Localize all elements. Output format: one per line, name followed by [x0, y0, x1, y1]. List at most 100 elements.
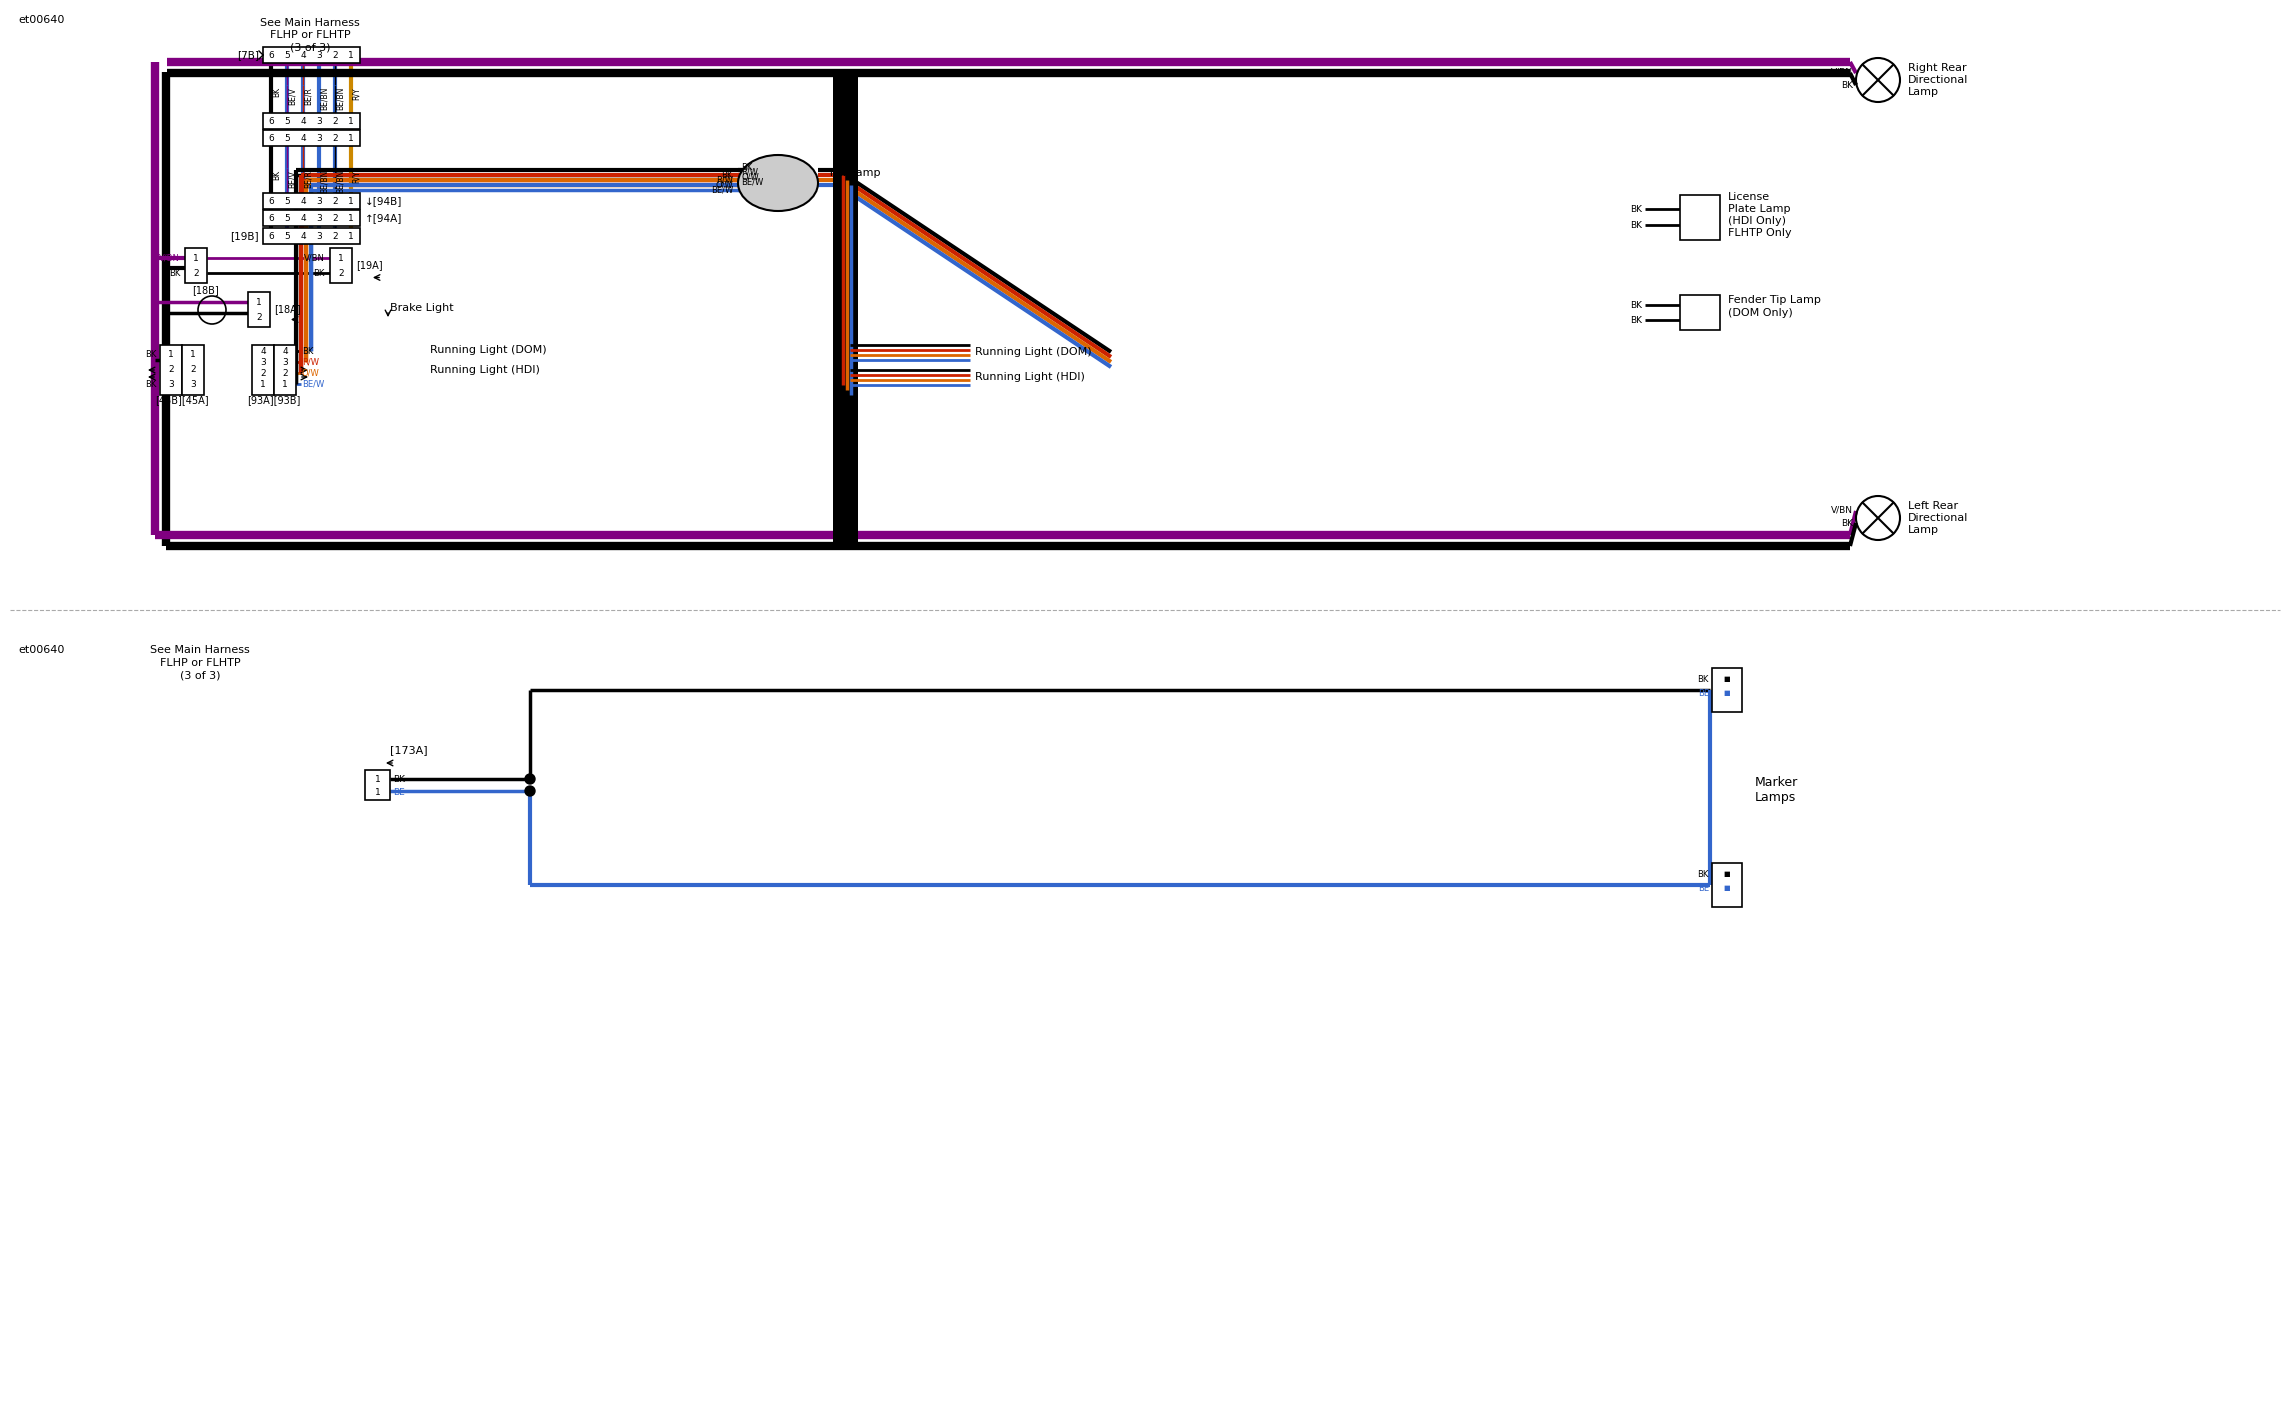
Text: 2: 2 — [193, 268, 199, 278]
Text: BK: BK — [303, 346, 314, 355]
Text: [19A]: [19A] — [355, 261, 383, 271]
Text: 3: 3 — [316, 117, 321, 125]
Text: BK: BK — [170, 268, 179, 278]
Text: [93A][93B]: [93A][93B] — [248, 395, 300, 405]
Text: BE/W: BE/W — [711, 185, 734, 194]
Text: 2: 2 — [167, 365, 174, 373]
Text: BE: BE — [392, 788, 406, 797]
Text: (3 of 3): (3 of 3) — [289, 41, 330, 51]
Text: Directional: Directional — [1908, 76, 1967, 85]
Text: BK: BK — [741, 162, 752, 171]
Text: [18B]: [18B] — [193, 285, 218, 295]
Text: BE/R: BE/R — [305, 170, 314, 188]
Bar — [1713, 668, 1743, 712]
Text: 2: 2 — [259, 369, 266, 378]
Text: 2: 2 — [190, 365, 195, 373]
Text: BK: BK — [1630, 315, 1642, 325]
Text: 4: 4 — [300, 117, 305, 125]
Text: 1: 1 — [349, 231, 353, 241]
Text: 5: 5 — [284, 117, 289, 125]
Text: (HDI Only): (HDI Only) — [1729, 217, 1786, 227]
Text: 2: 2 — [257, 312, 261, 322]
Bar — [1713, 864, 1743, 906]
Text: 1: 1 — [349, 214, 353, 222]
Text: 1: 1 — [374, 788, 381, 797]
Text: BE/V: BE/V — [289, 170, 298, 188]
Text: 2: 2 — [337, 268, 344, 278]
Text: Marker
Lamps: Marker Lamps — [1754, 777, 1798, 804]
Text: (DOM Only): (DOM Only) — [1729, 308, 1793, 318]
Bar — [273, 345, 296, 395]
Text: 6: 6 — [268, 117, 273, 125]
Text: FLHTP Only: FLHTP Only — [1729, 228, 1791, 238]
Text: BK: BK — [1630, 221, 1642, 229]
Text: V/BN: V/BN — [305, 254, 326, 262]
Text: BK: BK — [1630, 301, 1642, 309]
Text: 1: 1 — [193, 254, 199, 262]
Text: ↑[94A]: ↑[94A] — [365, 212, 401, 222]
Bar — [248, 292, 271, 326]
Text: 6: 6 — [268, 231, 273, 241]
Text: BK: BK — [1697, 869, 1708, 878]
Text: 4: 4 — [300, 214, 305, 222]
Text: BE/W: BE/W — [303, 379, 323, 389]
Text: BE/R: BE/R — [305, 87, 314, 105]
Text: FLHP or FLHTP: FLHP or FLHTP — [271, 30, 351, 40]
Text: 6: 6 — [268, 50, 273, 60]
Text: (3 of 3): (3 of 3) — [179, 670, 220, 680]
Text: R/W: R/W — [715, 175, 734, 184]
Text: BK: BK — [273, 87, 282, 97]
Text: 3: 3 — [167, 379, 174, 389]
Text: Running Light (DOM): Running Light (DOM) — [431, 345, 546, 355]
Text: 3: 3 — [316, 197, 321, 205]
Text: O/W: O/W — [741, 172, 759, 181]
Text: See Main Harness: See Main Harness — [149, 646, 250, 656]
Text: BE/BN: BE/BN — [337, 87, 344, 110]
Text: 1: 1 — [349, 134, 353, 142]
Text: BK: BK — [314, 268, 326, 278]
Text: [18A]: [18A] — [273, 305, 300, 315]
Text: 2: 2 — [332, 117, 337, 125]
Text: 6: 6 — [268, 214, 273, 222]
Text: 1: 1 — [337, 254, 344, 262]
Text: 4: 4 — [300, 197, 305, 205]
Text: [19B]: [19B] — [229, 231, 259, 241]
Text: Running Light (DOM): Running Light (DOM) — [975, 348, 1091, 358]
Text: V/BN: V/BN — [1832, 506, 1853, 514]
Text: Tail Lamp: Tail Lamp — [828, 168, 881, 178]
Text: 1: 1 — [349, 117, 353, 125]
Text: BE: BE — [1697, 688, 1708, 697]
Text: BE: BE — [1697, 884, 1708, 892]
Text: O/W: O/W — [303, 369, 319, 378]
Text: 2: 2 — [332, 231, 337, 241]
Text: BE/BN: BE/BN — [321, 87, 328, 110]
Text: ↓[94B]: ↓[94B] — [365, 197, 401, 207]
Text: et00640: et00640 — [18, 16, 64, 26]
Text: BK: BK — [144, 379, 156, 389]
Text: 4: 4 — [300, 50, 305, 60]
Text: FLHP or FLHTP: FLHP or FLHTP — [161, 658, 241, 668]
Text: 2: 2 — [332, 134, 337, 142]
Text: R/W: R/W — [303, 358, 319, 366]
Text: ■: ■ — [1724, 675, 1731, 683]
Bar — [264, 209, 360, 227]
Text: ■: ■ — [1724, 885, 1731, 891]
Text: 5: 5 — [284, 231, 289, 241]
Text: R/W: R/W — [741, 168, 759, 177]
Bar — [1681, 195, 1720, 239]
Bar — [264, 47, 360, 63]
Text: BK: BK — [1841, 80, 1853, 90]
Text: 4: 4 — [300, 231, 305, 241]
Text: O/W: O/W — [715, 181, 734, 190]
Text: 6: 6 — [268, 197, 273, 205]
Text: R/Y: R/Y — [353, 87, 360, 100]
Bar — [181, 345, 204, 395]
Text: [45B][45A]: [45B][45A] — [156, 395, 209, 405]
Text: BE/BN: BE/BN — [337, 170, 344, 194]
Text: Fender Tip Lamp: Fender Tip Lamp — [1729, 295, 1821, 305]
Text: BK: BK — [144, 349, 156, 359]
Text: BK: BK — [273, 170, 282, 180]
Text: Directional: Directional — [1908, 513, 1967, 523]
Text: 1: 1 — [259, 379, 266, 389]
Text: Running Light (HDI): Running Light (HDI) — [975, 372, 1085, 382]
